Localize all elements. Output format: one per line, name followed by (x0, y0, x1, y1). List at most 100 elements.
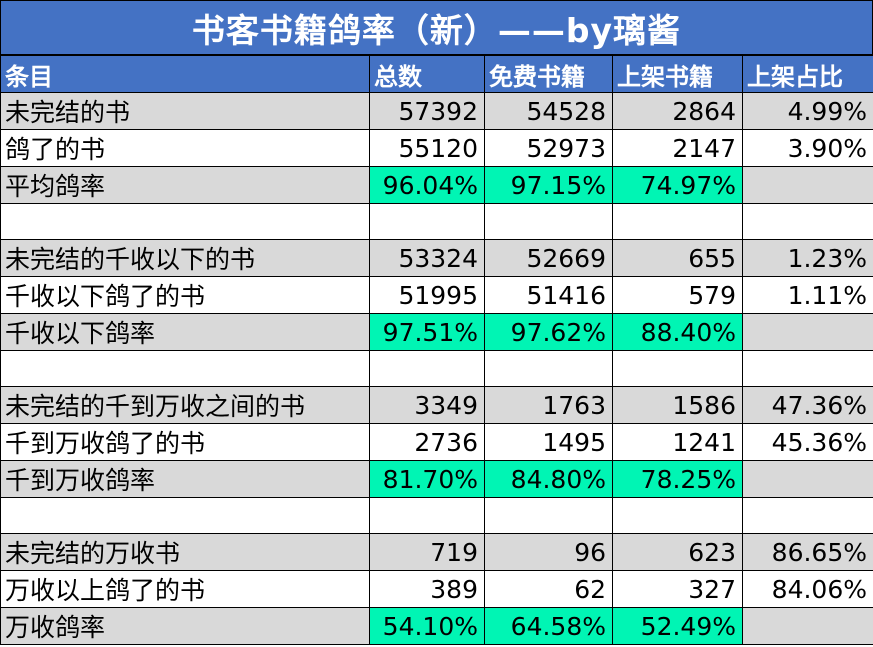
cell-free[interactable]: 97.15% (484, 166, 613, 204)
cell-ratio[interactable] (742, 460, 873, 498)
cell-total[interactable]: 719 (369, 533, 485, 571)
cell-total[interactable]: 51995 (369, 276, 485, 314)
table-row: 万收以上鸽了的书 389 62 327 84.06% (0, 570, 873, 608)
cell-paid[interactable]: 74.97% (612, 166, 743, 204)
cell-label[interactable]: 千到万收鸽了的书 (0, 423, 370, 461)
cell-total[interactable] (369, 203, 485, 240)
cell-label[interactable]: 鸽了的书 (0, 129, 370, 167)
rate-row: 千到万收鸽率 81.70% 84.80% 78.25% (0, 460, 873, 498)
cell-free[interactable]: 97.62% (484, 313, 613, 351)
cell-label[interactable]: 万收以上鸽了的书 (0, 570, 370, 608)
table-row: 千收以下鸽了的书 51995 51416 579 1.11% (0, 276, 873, 314)
cell-ratio[interactable]: 84.06% (742, 570, 873, 608)
cell-total[interactable]: 81.70% (369, 460, 485, 498)
cell-ratio[interactable] (742, 203, 873, 240)
cell-label[interactable] (0, 350, 370, 387)
empty-row (0, 497, 873, 534)
cell-total[interactable]: 2736 (369, 423, 485, 461)
table-row: 未完结的书 57392 54528 2864 4.99% (0, 92, 873, 130)
cell-ratio[interactable]: 47.36% (742, 386, 873, 424)
cell-total[interactable] (369, 497, 485, 534)
cell-ratio[interactable]: 1.11% (742, 276, 873, 314)
cell-paid[interactable]: 1241 (612, 423, 743, 461)
header-row: 条目 总数 免费书籍 上架书籍 上架占比 (0, 55, 873, 93)
cell-label[interactable]: 未完结的书 (0, 92, 370, 130)
empty-row (0, 203, 873, 240)
data-table: 条目 总数 免费书籍 上架书籍 上架占比 未完结的书 57392 54528 2864… (0, 55, 873, 645)
cell-ratio[interactable] (742, 166, 873, 204)
header-total[interactable]: 总数 (369, 55, 485, 93)
cell-label[interactable]: 未完结的万收书 (0, 533, 370, 571)
cell-total[interactable]: 53324 (369, 239, 485, 277)
cell-paid[interactable]: 2864 (612, 92, 743, 130)
cell-label[interactable]: 平均鸽率 (0, 166, 370, 204)
cell-label[interactable]: 未完结的千到万收之间的书 (0, 386, 370, 424)
header-ratio[interactable]: 上架占比 (742, 55, 873, 93)
cell-free[interactable]: 1495 (484, 423, 613, 461)
cell-paid[interactable]: 1586 (612, 386, 743, 424)
cell-paid[interactable]: 327 (612, 570, 743, 608)
cell-paid[interactable] (612, 497, 743, 534)
header-item[interactable]: 条目 (0, 55, 370, 93)
header-free[interactable]: 免费书籍 (484, 55, 613, 93)
cell-total[interactable]: 96.04% (369, 166, 485, 204)
cell-total[interactable]: 54.10% (369, 607, 485, 645)
cell-free[interactable] (484, 497, 613, 534)
cell-label[interactable]: 未完结的千收以下的书 (0, 239, 370, 277)
cell-free[interactable]: 54528 (484, 92, 613, 130)
table-row: 未完结的千到万收之间的书 3349 1763 1586 47.36% (0, 386, 873, 424)
cell-total[interactable]: 3349 (369, 386, 485, 424)
cell-ratio[interactable]: 1.23% (742, 239, 873, 277)
cell-paid[interactable]: 52.49% (612, 607, 743, 645)
cell-free[interactable]: 64.58% (484, 607, 613, 645)
table-row: 未完结的千收以下的书 53324 52669 655 1.23% (0, 239, 873, 277)
cell-ratio[interactable]: 86.65% (742, 533, 873, 571)
table-row: 千到万收鸽了的书 2736 1495 1241 45.36% (0, 423, 873, 461)
cell-label[interactable]: 万收鸽率 (0, 607, 370, 645)
cell-total[interactable]: 97.51% (369, 313, 485, 351)
cell-ratio[interactable] (742, 350, 873, 387)
cell-total[interactable]: 389 (369, 570, 485, 608)
cell-total[interactable]: 55120 (369, 129, 485, 167)
cell-ratio[interactable] (742, 497, 873, 534)
table-row: 鸽了的书 55120 52973 2147 3.90% (0, 129, 873, 167)
empty-row (0, 350, 873, 387)
rate-row: 万收鸽率 54.10% 64.58% 52.49% (0, 607, 873, 645)
cell-free[interactable]: 52973 (484, 129, 613, 167)
sheet-title: 书客书籍鸽率（新）——by璃酱 (0, 0, 873, 55)
cell-free[interactable]: 84.80% (484, 460, 613, 498)
cell-paid[interactable]: 88.40% (612, 313, 743, 351)
cell-paid[interactable] (612, 350, 743, 387)
table-body: 未完结的书 57392 54528 2864 4.99% 鸽了的书 55120 52973 21… (0, 92, 873, 645)
cell-ratio[interactable]: 45.36% (742, 423, 873, 461)
header-paid[interactable]: 上架书籍 (612, 55, 743, 93)
cell-ratio[interactable] (742, 313, 873, 351)
cell-total[interactable]: 57392 (369, 92, 485, 130)
cell-free[interactable]: 52669 (484, 239, 613, 277)
cell-label[interactable] (0, 497, 370, 534)
cell-label[interactable]: 千到万收鸽率 (0, 460, 370, 498)
cell-paid[interactable]: 655 (612, 239, 743, 277)
cell-free[interactable]: 1763 (484, 386, 613, 424)
cell-free[interactable]: 62 (484, 570, 613, 608)
rate-row: 平均鸽率 96.04% 97.15% 74.97% (0, 166, 873, 204)
cell-paid[interactable]: 579 (612, 276, 743, 314)
cell-paid[interactable]: 2147 (612, 129, 743, 167)
cell-free[interactable]: 96 (484, 533, 613, 571)
cell-total[interactable] (369, 350, 485, 387)
cell-ratio[interactable]: 3.90% (742, 129, 873, 167)
cell-label[interactable]: 千收以下鸽了的书 (0, 276, 370, 314)
rate-row: 千收以下鸽率 97.51% 97.62% 88.40% (0, 313, 873, 351)
cell-ratio[interactable]: 4.99% (742, 92, 873, 130)
cell-free[interactable]: 51416 (484, 276, 613, 314)
cell-free[interactable] (484, 350, 613, 387)
table-row: 未完结的万收书 719 96 623 86.65% (0, 533, 873, 571)
cell-paid[interactable]: 78.25% (612, 460, 743, 498)
cell-free[interactable] (484, 203, 613, 240)
cell-label[interactable] (0, 203, 370, 240)
cell-paid[interactable]: 623 (612, 533, 743, 571)
cell-label[interactable]: 千收以下鸽率 (0, 313, 370, 351)
cell-paid[interactable] (612, 203, 743, 240)
cell-ratio[interactable] (742, 607, 873, 645)
